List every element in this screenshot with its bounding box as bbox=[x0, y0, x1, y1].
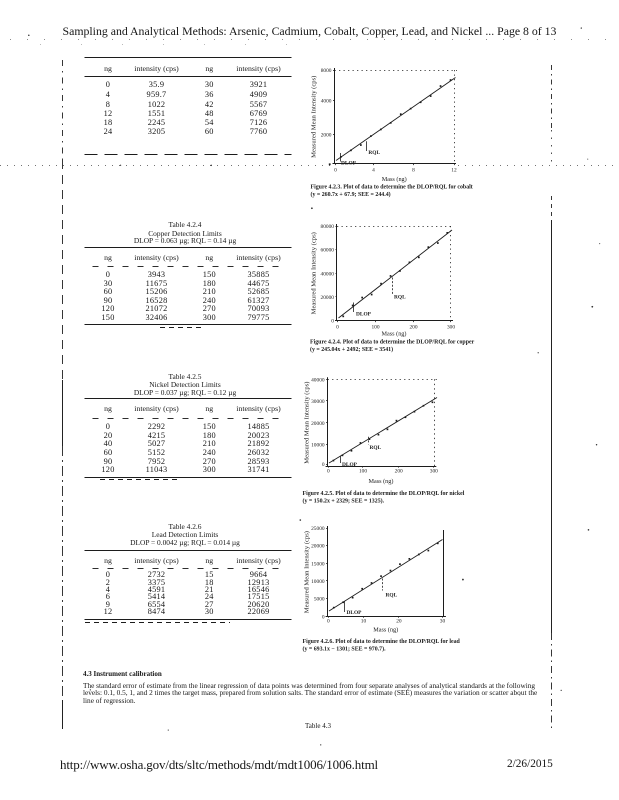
svg-text:0: 0 bbox=[322, 462, 325, 468]
svg-text:0: 0 bbox=[327, 469, 330, 475]
svg-text:Mass (ng): Mass (ng) bbox=[373, 627, 398, 634]
svg-text:25000: 25000 bbox=[311, 526, 325, 532]
svg-text:RQL: RQL bbox=[394, 295, 406, 301]
svg-text:RQL: RQL bbox=[368, 150, 380, 156]
svg-text:Mass (ng): Mass (ng) bbox=[382, 176, 407, 183]
svg-text:12: 12 bbox=[451, 168, 457, 174]
svg-text:(y = 260.7x + 67.9; SEE = 244.: (y = 260.7x + 67.9; SEE = 244.4) bbox=[311, 191, 391, 198]
svg-text:0: 0 bbox=[327, 619, 330, 625]
svg-text:200: 200 bbox=[395, 469, 403, 475]
svg-text:100: 100 bbox=[371, 325, 379, 331]
svg-text:5000: 5000 bbox=[314, 597, 325, 603]
svg-text:10: 10 bbox=[361, 619, 367, 625]
svg-text:4: 4 bbox=[372, 168, 375, 174]
svg-text:0: 0 bbox=[331, 319, 334, 325]
svg-text:40000: 40000 bbox=[311, 377, 325, 383]
svg-text:20: 20 bbox=[396, 619, 402, 625]
svg-text:Measured Mean Intensity (cps): Measured Mean Intensity (cps) bbox=[304, 382, 311, 464]
svg-text:40000: 40000 bbox=[321, 271, 335, 277]
svg-text:10000: 10000 bbox=[311, 579, 325, 585]
svg-text:RQL: RQL bbox=[370, 445, 382, 451]
svg-text:Figure 4.2.3. Plot of data to: Figure 4.2.3. Plot of data to determine … bbox=[311, 185, 473, 191]
svg-text:DLOP: DLOP bbox=[342, 462, 358, 468]
svg-text:0: 0 bbox=[322, 614, 325, 620]
svg-text:Measured Mean Intensity (cps): Measured Mean Intensity (cps) bbox=[311, 232, 318, 314]
svg-text:2000: 2000 bbox=[321, 133, 332, 139]
svg-text:Measured Mean Intensity (cps): Measured Mean Intensity (cps) bbox=[304, 531, 311, 613]
svg-text:(y = 693.1x − 1301; SEE = 970.: (y = 693.1x − 1301; SEE = 970.7). bbox=[303, 645, 387, 652]
svg-text:0: 0 bbox=[334, 168, 337, 174]
svg-text:300: 300 bbox=[430, 469, 438, 475]
svg-text:Figure 4.2.5. Plot of data to: Figure 4.2.5. Plot of data to determine … bbox=[303, 491, 465, 497]
svg-text:300: 300 bbox=[447, 325, 455, 331]
svg-text:30000: 30000 bbox=[311, 399, 325, 405]
svg-text:DLOP: DLOP bbox=[347, 610, 363, 616]
svg-text:20000: 20000 bbox=[311, 544, 325, 550]
svg-text:Figure 4.2.4. Plot of data to: Figure 4.2.4. Plot of data to determine … bbox=[310, 340, 475, 346]
svg-text:8000: 8000 bbox=[321, 68, 332, 74]
svg-text:60000: 60000 bbox=[321, 248, 335, 254]
svg-text:80000: 80000 bbox=[321, 224, 335, 230]
svg-text:200: 200 bbox=[409, 325, 417, 331]
svg-text:100: 100 bbox=[359, 469, 367, 475]
svg-text:0: 0 bbox=[336, 325, 339, 331]
svg-text:4000: 4000 bbox=[321, 99, 332, 105]
svg-text:DLOP: DLOP bbox=[341, 161, 357, 167]
svg-text:Measured Mean Intensity (cps): Measured Mean Intensity (cps) bbox=[311, 76, 318, 158]
svg-text:Mass (ng): Mass (ng) bbox=[382, 331, 407, 338]
svg-text:20000: 20000 bbox=[321, 295, 335, 301]
svg-text:DLOP: DLOP bbox=[356, 312, 372, 318]
svg-text:(y = 150.2x + 2329; SEE = 1325: (y = 150.2x + 2329; SEE = 1325). bbox=[303, 497, 385, 504]
svg-text:20000: 20000 bbox=[311, 421, 325, 427]
svg-text:10000: 10000 bbox=[311, 442, 325, 448]
svg-text:(y = 245.04x + 2492; SEE = 354: (y = 245.04x + 2492; SEE = 3541) bbox=[310, 346, 393, 353]
svg-text:30: 30 bbox=[440, 619, 446, 625]
svg-text:RQL: RQL bbox=[386, 593, 398, 599]
svg-text:Mass (ng): Mass (ng) bbox=[368, 478, 393, 485]
svg-text:Figure 4.2.6. Plot of data to: Figure 4.2.6. Plot of data to determine … bbox=[303, 639, 461, 645]
svg-text:15000: 15000 bbox=[311, 561, 325, 567]
svg-text:8: 8 bbox=[412, 168, 415, 174]
